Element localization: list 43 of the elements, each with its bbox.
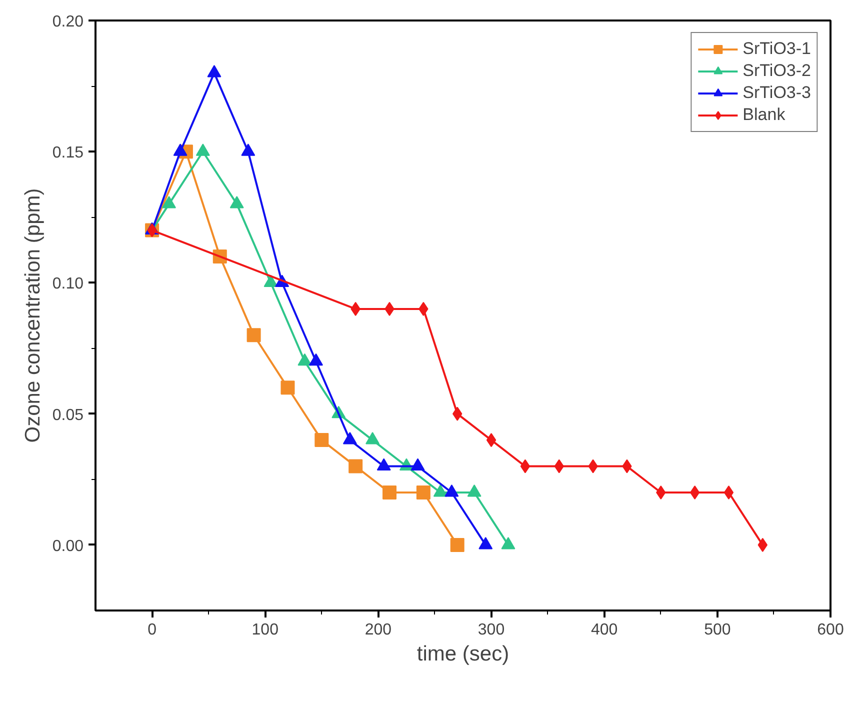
point	[173, 144, 188, 156]
y-tick-label: 0.20	[52, 14, 84, 30]
point	[246, 328, 261, 342]
point	[348, 459, 363, 474]
point	[280, 380, 295, 395]
point	[264, 274, 278, 287]
point	[410, 458, 425, 471]
point	[298, 353, 312, 366]
x-tick-label: 300	[478, 622, 505, 638]
point	[342, 432, 357, 444]
point	[241, 144, 256, 156]
point	[382, 486, 396, 500]
point	[656, 486, 666, 500]
legend-label: SrTiO3-3	[742, 83, 811, 103]
point	[230, 196, 244, 208]
x-tick-label: 0	[148, 622, 157, 638]
point	[450, 538, 464, 552]
point	[309, 353, 323, 366]
legend-label: Blank	[742, 105, 786, 125]
x-tick-label: 400	[591, 622, 618, 638]
point	[724, 486, 734, 500]
y-axis-title: Ozone concentration (ppm)	[21, 188, 44, 443]
x-tick-label: 600	[817, 622, 844, 638]
x-tick-label: 500	[704, 622, 731, 638]
y-tick-label: 0.05	[52, 406, 84, 424]
point	[416, 486, 430, 500]
point	[196, 144, 210, 156]
y-tick-label: 0.15	[52, 144, 84, 162]
x-tick-label: 100	[252, 622, 279, 638]
legend-label: SrTiO3-1	[742, 39, 811, 59]
point	[366, 432, 380, 444]
y-tick-label: 0.10	[52, 276, 84, 293]
x-axis-title: time (sec)	[416, 642, 510, 666]
point	[520, 459, 530, 474]
legend-label: SrTiO3-2	[742, 61, 811, 81]
x-tick-label: 200	[364, 622, 392, 638]
point	[376, 458, 391, 471]
point	[690, 486, 700, 500]
point	[486, 433, 496, 448]
point	[314, 433, 329, 448]
point	[162, 196, 176, 208]
point	[207, 64, 222, 78]
y-tick-label: 0.00	[52, 538, 84, 555]
